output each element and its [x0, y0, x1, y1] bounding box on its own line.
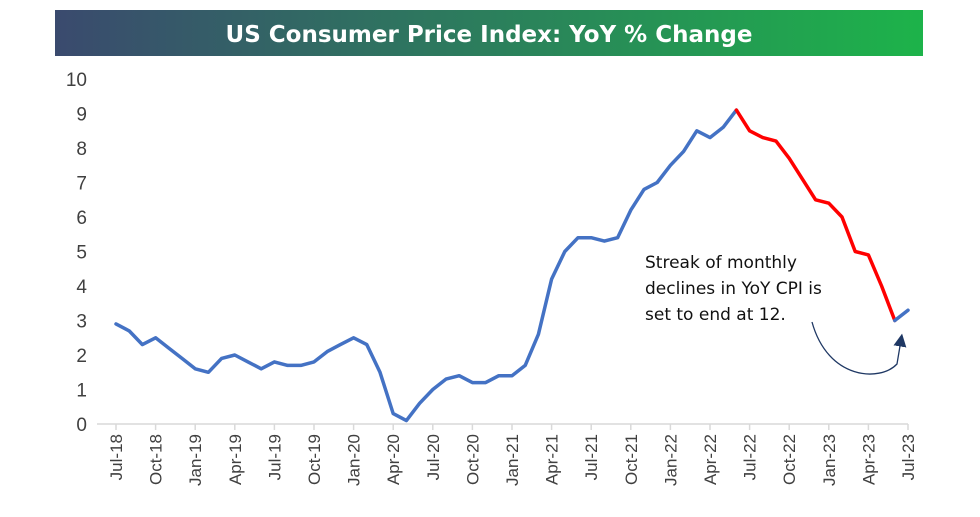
y-tick-label: 7 — [76, 174, 87, 195]
x-tick-label: Apr-21 — [543, 434, 562, 485]
x-tick-label: Apr-22 — [701, 434, 720, 485]
y-tick-label: 2 — [76, 346, 87, 367]
y-tick-label: 9 — [76, 105, 87, 126]
annotation-line-2: declines in YoY CPI is — [645, 279, 822, 299]
x-tick-label: Jan-22 — [661, 434, 680, 486]
x-tick-label: Oct-20 — [463, 434, 482, 485]
y-tick-label: 8 — [76, 139, 87, 160]
x-tick-label: Jul-23 — [899, 434, 918, 480]
x-tick-label: Jul-19 — [265, 434, 284, 480]
y-tick-label: 5 — [76, 243, 87, 264]
x-tick-label: Oct-19 — [305, 434, 324, 485]
y-axis: 0 1 2 3 4 5 6 7 8 9 10 — [66, 70, 88, 436]
x-tick-label: Jan-20 — [345, 434, 364, 486]
y-tick-label: 3 — [76, 312, 87, 333]
annotation-line-1: Streak of monthly — [645, 253, 797, 273]
x-tick-label: Apr-20 — [384, 434, 403, 485]
x-tick-label: Apr-19 — [226, 434, 245, 485]
series-line-decline-streak — [734, 108, 897, 323]
x-tick-label: Jan-23 — [820, 434, 839, 486]
x-tick-label: Oct-22 — [780, 434, 799, 485]
y-tick-label: 10 — [66, 70, 87, 91]
title-banner: US Consumer Price Index: YoY % Change — [55, 10, 923, 56]
x-tick-label: Oct-21 — [622, 434, 641, 485]
y-tick-label: 4 — [76, 277, 87, 298]
chart-title: US Consumer Price Index: YoY % Change — [226, 22, 753, 48]
x-tick-label: Jul-20 — [424, 434, 443, 480]
annotation-arrow — [811, 321, 907, 375]
x-tick-label: Jul-18 — [107, 434, 126, 480]
x-tick-label: Jan-19 — [186, 434, 205, 486]
title-background — [55, 10, 923, 56]
x-axis: Jul-18 Oct-18 Jan-19 Apr-19 Jul-19 Oct-19 Jan-… — [97, 423, 918, 486]
y-tick-label: 6 — [76, 208, 87, 229]
annotation: Streak of monthly declines in YoY CPI is… — [645, 253, 907, 375]
annotation-line-3: set to end at 12. — [645, 305, 786, 325]
x-tick-label: Oct-18 — [147, 434, 166, 485]
x-tick-label: Apr-23 — [859, 434, 878, 485]
y-tick-label: 0 — [76, 415, 87, 436]
x-tick-label: Jul-21 — [582, 434, 601, 480]
y-tick-label: 1 — [76, 381, 87, 402]
series-layer — [114, 108, 910, 423]
x-tick-label: Jan-21 — [503, 434, 522, 486]
series-line-cpi-yoy — [114, 108, 739, 423]
x-tick-label: Jul-22 — [741, 434, 760, 480]
series-line-cpi-yoy — [893, 308, 910, 323]
